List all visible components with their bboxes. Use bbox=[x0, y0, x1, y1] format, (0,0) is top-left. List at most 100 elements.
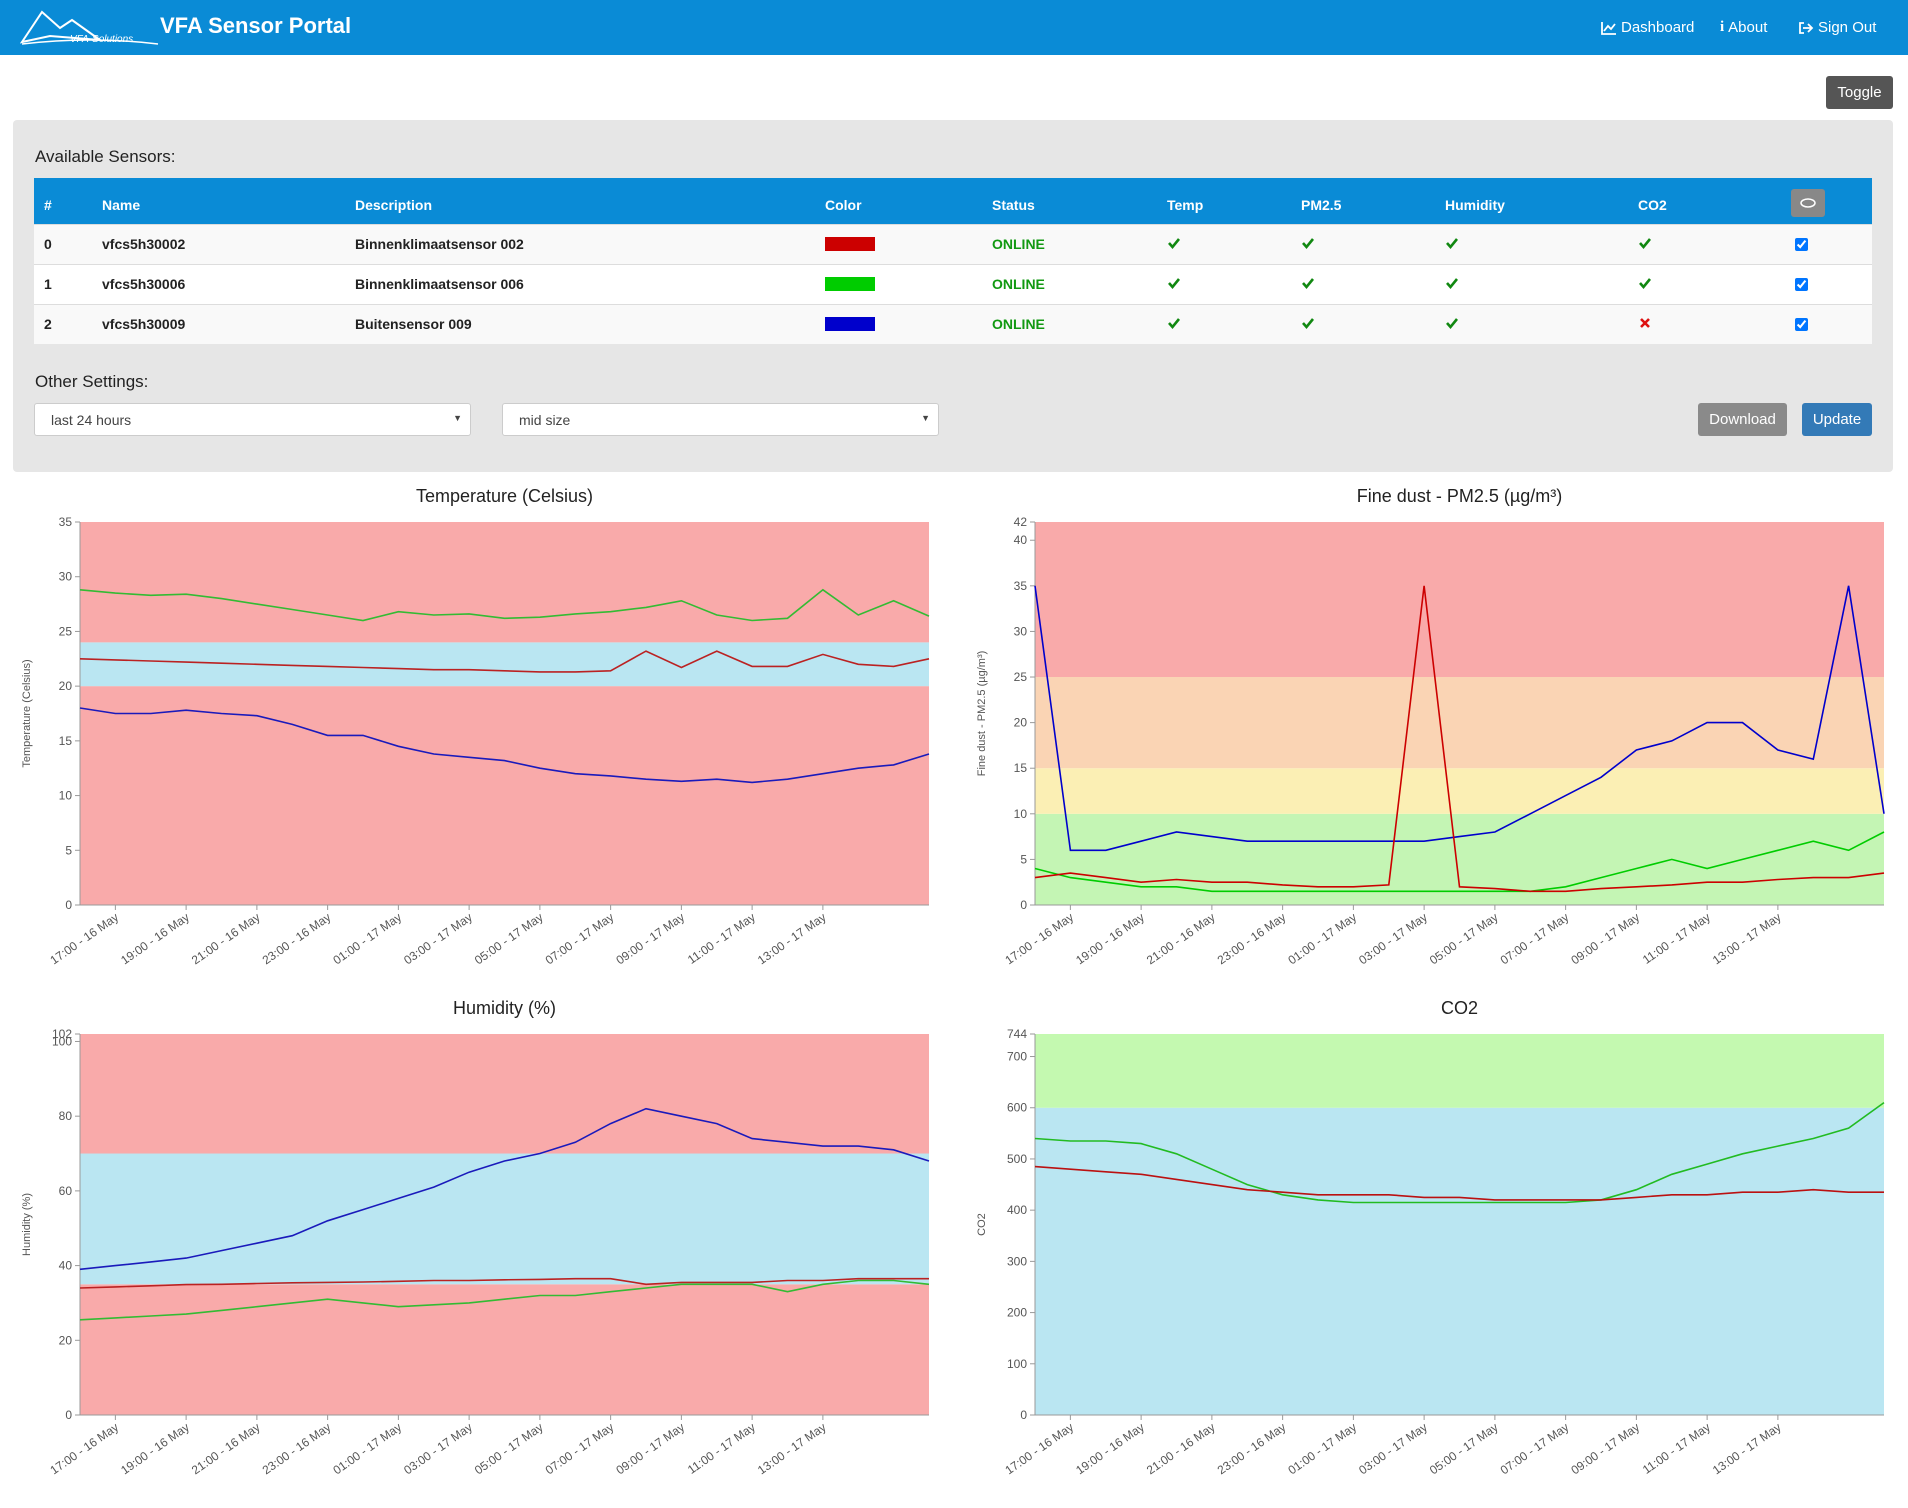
threshold-band bbox=[80, 642, 929, 687]
x-tick-label: 09:00 - 17 May bbox=[613, 1420, 687, 1477]
check-icon bbox=[1302, 277, 1315, 289]
column-header: Humidity bbox=[1435, 178, 1628, 224]
section-title: Available Sensors: bbox=[35, 147, 176, 166]
y-tick-label: 42 bbox=[1014, 515, 1028, 529]
x-tick-label: 21:00 - 16 May bbox=[189, 910, 263, 967]
icon-path bbox=[1302, 237, 1315, 249]
x-tick-label: 07:00 - 17 May bbox=[1498, 1420, 1572, 1477]
series-line bbox=[79, 650, 930, 673]
cell-color bbox=[815, 303, 982, 344]
cell-status: ONLINE bbox=[982, 263, 1157, 304]
x-tick-label: 19:00 - 16 May bbox=[1073, 1420, 1147, 1477]
y-tick-label: 20 bbox=[59, 679, 73, 693]
toggle-button[interactable]: Toggle bbox=[1826, 76, 1893, 109]
cell-select bbox=[1781, 223, 1872, 264]
eye-button[interactable] bbox=[1791, 189, 1825, 218]
cell-co2 bbox=[1628, 303, 1781, 344]
nav-label: Dashboard bbox=[1621, 19, 1695, 36]
sensor-row: 2 vfcs5h30009 Buitensensor 009 ONLINE bbox=[34, 303, 1872, 344]
settings-panel: Available Sensors: # Name Description Color… bbox=[13, 120, 1893, 472]
sensor-row: 0 vfcs5h30002 Binnenklimaatsensor 002 ONLIN… bbox=[34, 223, 1872, 264]
select-checkbox[interactable] bbox=[1795, 277, 1808, 291]
icon-path bbox=[1168, 277, 1181, 289]
cell-humidity bbox=[1435, 303, 1628, 344]
chart-title: CO2 bbox=[1441, 998, 1478, 1018]
check-icon bbox=[1302, 237, 1315, 249]
y-tick-label: 700 bbox=[1007, 1050, 1027, 1064]
cell-name: vfcs5h30002 bbox=[92, 223, 345, 264]
x-tick-label: 01:00 - 17 May bbox=[330, 1420, 404, 1477]
y-tick-label: 100 bbox=[52, 1034, 72, 1048]
download-button[interactable]: Download bbox=[1698, 403, 1787, 436]
y-tick-label: 102 bbox=[52, 1027, 72, 1041]
color-swatch bbox=[825, 317, 875, 331]
x-tick-label: 09:00 - 17 May bbox=[613, 910, 687, 967]
series-line bbox=[79, 588, 930, 622]
threshold-band bbox=[80, 1034, 929, 1154]
series-line bbox=[79, 1279, 930, 1321]
icon-path bbox=[1168, 317, 1181, 329]
x-tick-label: 05:00 - 17 May bbox=[472, 1420, 546, 1477]
size-select[interactable]: mid size ▼ bbox=[502, 403, 939, 436]
check-icon bbox=[1168, 277, 1181, 289]
x-tick-label: 09:00 - 17 May bbox=[1568, 1420, 1642, 1477]
x-tick-label: 07:00 - 17 May bbox=[543, 1420, 617, 1477]
check-icon bbox=[1302, 317, 1315, 329]
x-tick-label: 11:00 - 17 May bbox=[1640, 910, 1713, 967]
section-title: Other Settings: bbox=[35, 372, 149, 391]
y-axis-label: Temperature (Celsius) bbox=[21, 659, 33, 767]
update-button[interactable]: Update bbox=[1802, 403, 1872, 436]
chart-title: Fine dust - PM2.5 (µg/m³) bbox=[1357, 486, 1562, 506]
icon-path bbox=[1639, 277, 1652, 289]
icon bbox=[1799, 21, 1814, 34]
icon-path bbox=[1639, 237, 1652, 249]
threshold-band bbox=[1035, 522, 1884, 678]
icon-path bbox=[1640, 317, 1650, 328]
x-tick-label: 05:00 - 17 May bbox=[1427, 1420, 1501, 1477]
check-icon bbox=[1446, 317, 1459, 329]
nav-about[interactable]: i About bbox=[1720, 19, 1768, 36]
x-tick-label: 11:00 - 17 May bbox=[685, 910, 758, 967]
threshold-band bbox=[1035, 1107, 1884, 1415]
nav-dashboard[interactable]: Dashboard bbox=[1601, 19, 1694, 36]
brand[interactable]: VFA Sensor Portal bbox=[160, 13, 352, 38]
cell-temp bbox=[1157, 223, 1291, 264]
series-line bbox=[1034, 585, 1885, 852]
series-line bbox=[1034, 1165, 1884, 1201]
select-checkbox[interactable] bbox=[1795, 317, 1808, 331]
check-icon bbox=[1168, 237, 1181, 249]
x-tick-label: 11:00 - 17 May bbox=[685, 1420, 758, 1477]
y-tick-label: 600 bbox=[1007, 1101, 1027, 1115]
nav-signout[interactable]: Sign Out bbox=[1798, 19, 1876, 36]
y-tick-label: 20 bbox=[59, 1333, 73, 1347]
cell-status: ONLINE bbox=[982, 223, 1157, 264]
logo bbox=[20, 10, 159, 45]
y-tick-label: 500 bbox=[1007, 1152, 1027, 1166]
y-tick-label: 0 bbox=[65, 1408, 72, 1422]
column-header: Description bbox=[345, 178, 815, 224]
series-line bbox=[79, 707, 930, 784]
y-tick-label: 40 bbox=[59, 1259, 73, 1273]
period-select[interactable]: last 24 hours ▼ bbox=[34, 403, 471, 436]
check-icon bbox=[1639, 277, 1652, 289]
select-checkbox[interactable] bbox=[1795, 237, 1808, 251]
x-tick-label: 07:00 - 17 May bbox=[543, 910, 617, 967]
column-header: Temp bbox=[1157, 178, 1291, 224]
cell-co2 bbox=[1628, 223, 1781, 264]
x-tick-label: 23:00 - 16 May bbox=[1215, 1420, 1289, 1477]
x-tick-label: 09:00 - 17 May bbox=[1568, 910, 1642, 967]
y-tick-label: 200 bbox=[1007, 1306, 1027, 1320]
x-tick-label: 17:00 - 16 May bbox=[1002, 910, 1076, 967]
y-tick-label: 25 bbox=[1014, 670, 1028, 684]
select-value: mid size bbox=[519, 412, 571, 428]
icon-path bbox=[1302, 277, 1315, 289]
x-tick-label: 23:00 - 16 May bbox=[1215, 910, 1289, 967]
y-axis-label: CO2 bbox=[976, 1213, 988, 1236]
y-tick-label: 15 bbox=[1014, 761, 1028, 775]
navbar: VFA-Solutions VFA Sensor Portal Dashboar… bbox=[0, 0, 1908, 55]
threshold-band bbox=[80, 1284, 929, 1415]
x-tick-label: 03:00 - 17 May bbox=[1356, 910, 1430, 967]
cell-name: vfcs5h30006 bbox=[92, 263, 345, 304]
cell-status: ONLINE bbox=[982, 303, 1157, 344]
